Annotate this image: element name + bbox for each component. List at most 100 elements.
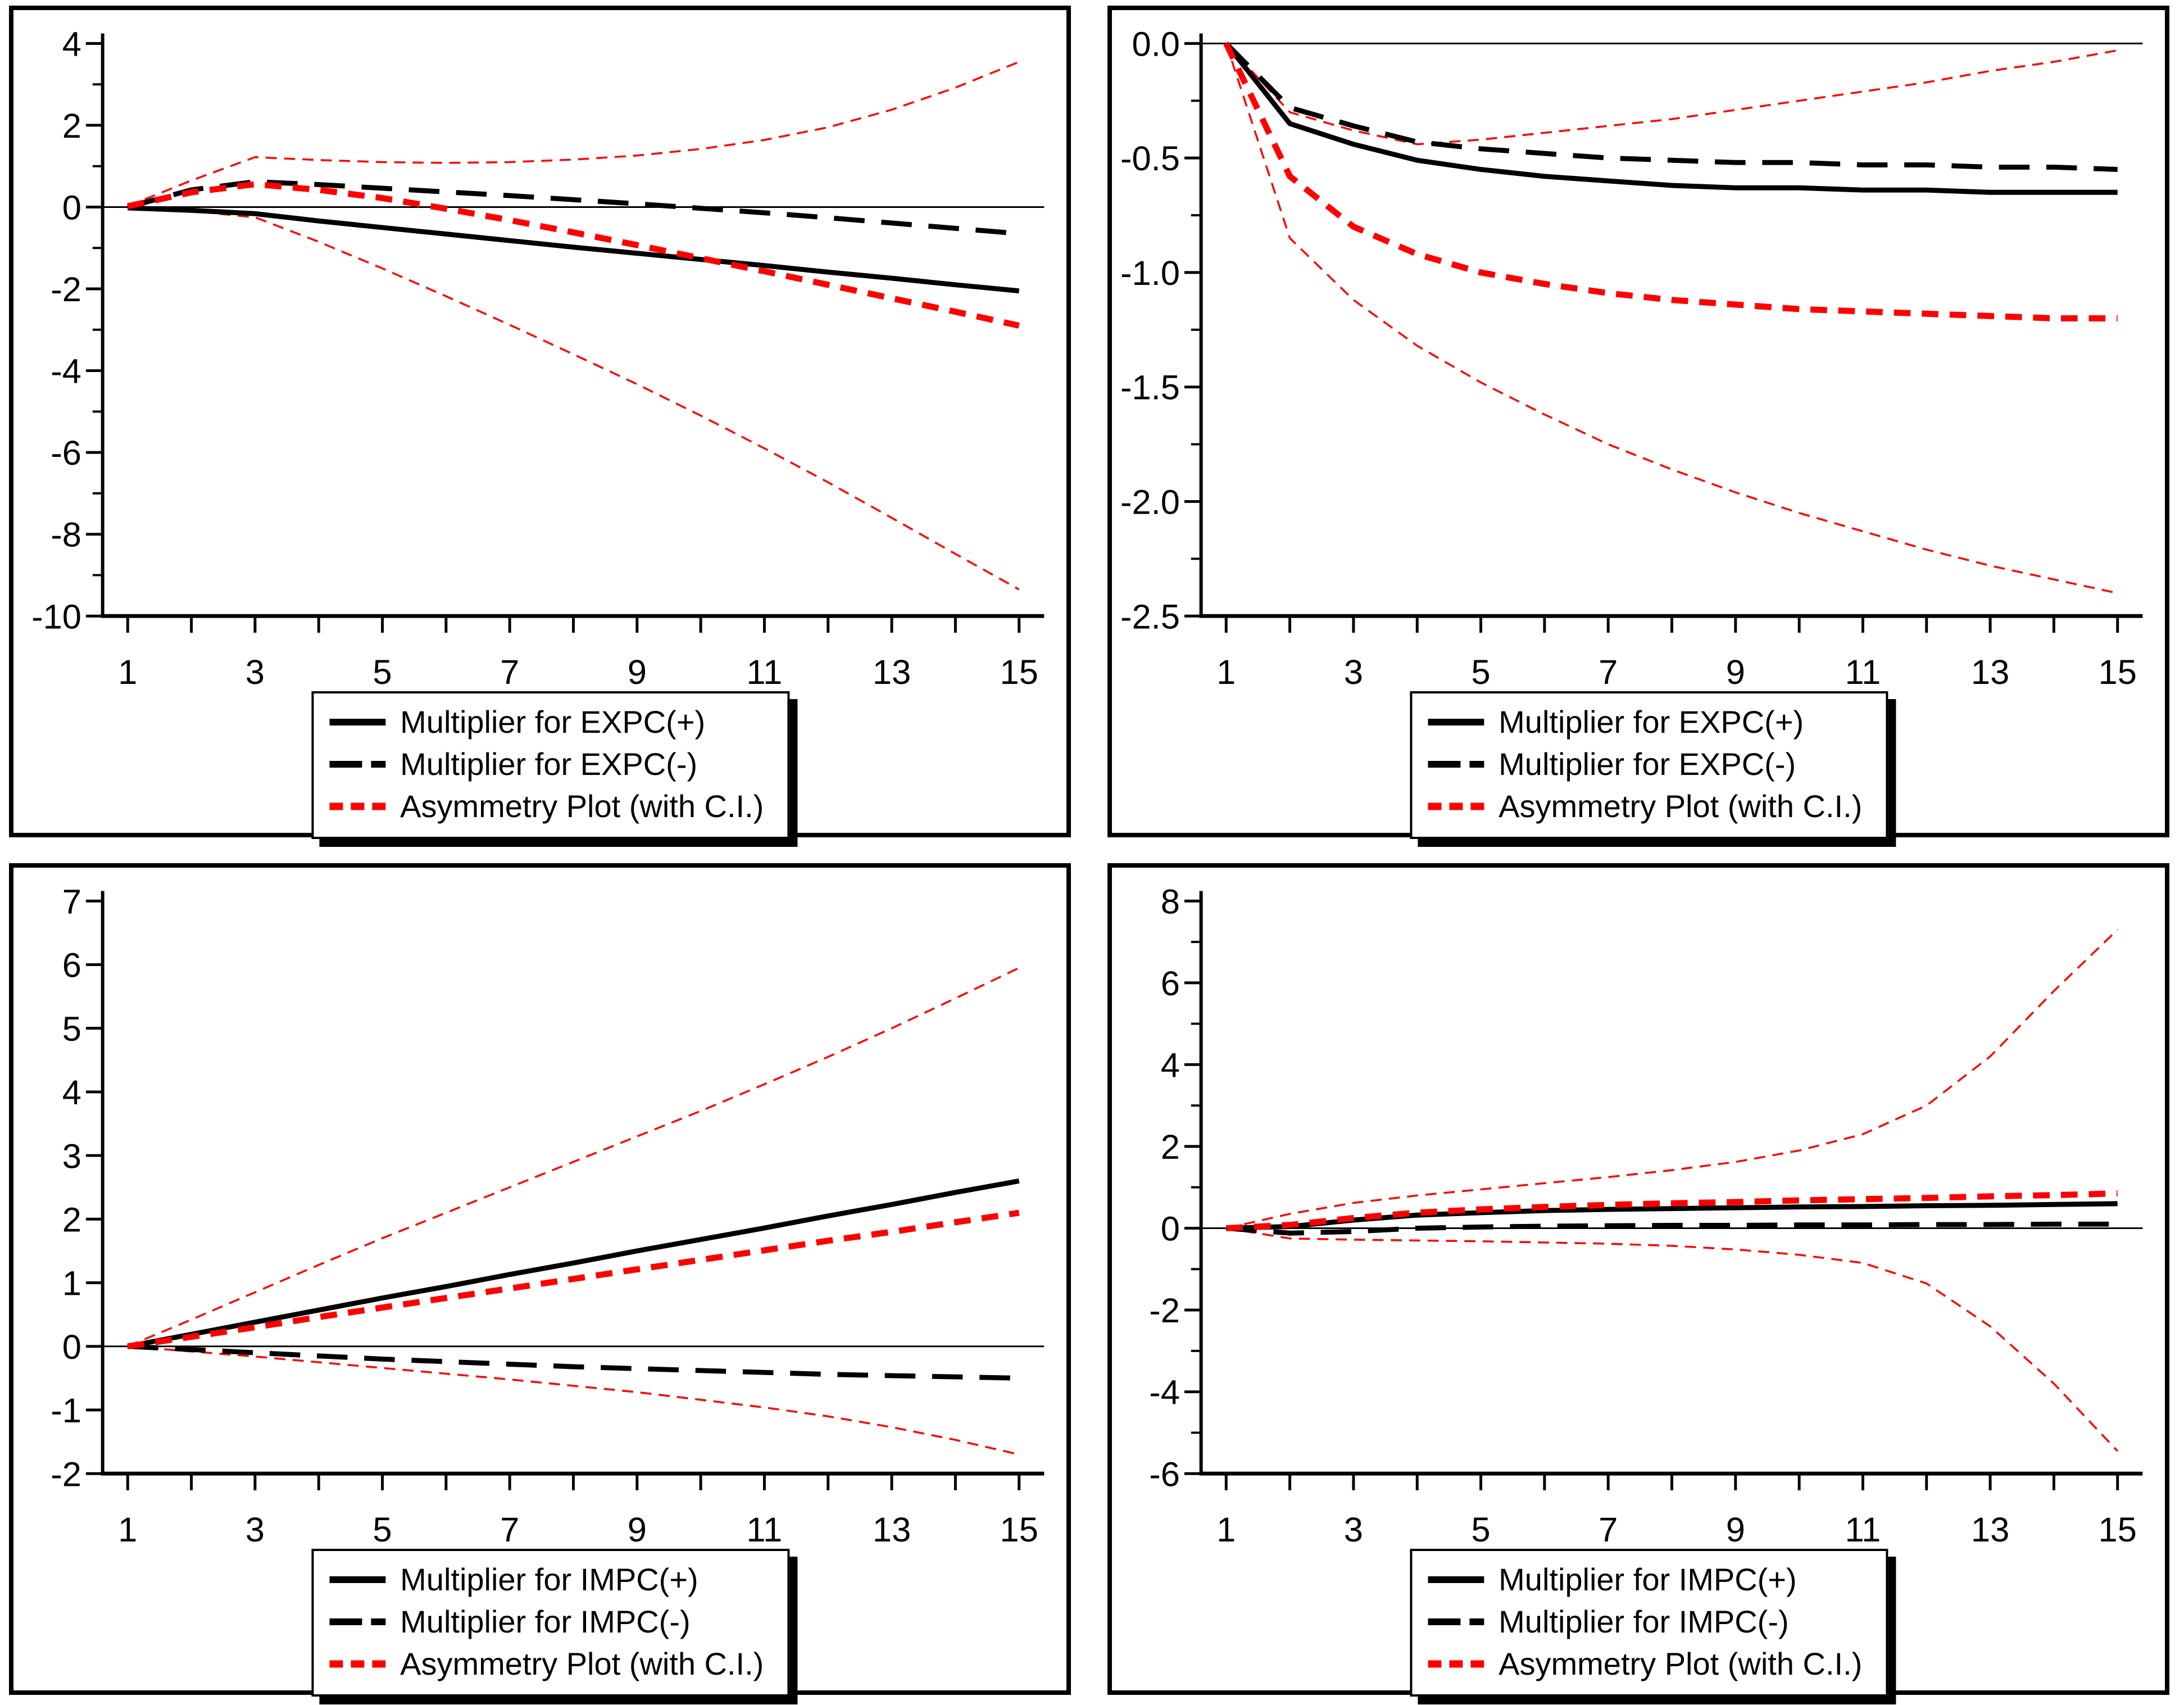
solid-line-sample-icon <box>329 1576 386 1583</box>
y-tick-label: -6 <box>1149 1455 1180 1494</box>
red-dashed-line-sample-icon <box>329 802 386 810</box>
x-tick-label: 13 <box>873 1511 911 1549</box>
x-tick-labels: 1 3 5 7 9 11 13 15 <box>1216 1511 2137 1549</box>
legend-box: Multiplier for EXPC(+) Multiplier for EX… <box>1410 691 1888 839</box>
legend-item: Multiplier for EXPC(+) <box>1428 704 1862 740</box>
legend-label: Asymmetry Plot (with C.I.) <box>1499 1646 1863 1681</box>
legend-item: Multiplier for EXPC(+) <box>329 704 764 740</box>
series-red-dashed <box>1225 1190 2118 1232</box>
chart-panel-impc-level: 7 6 5 4 3 2 1 0 -1 -2 1 3 5 7 9 11 13 15 Multiplier for I… <box>9 863 1071 1697</box>
series-red-thin-dashed <box>127 61 1020 207</box>
legend-item: Multiplier for IMPC(+) <box>329 1561 764 1598</box>
legend-item: Multiplier for IMPC(-) <box>329 1603 764 1640</box>
axes <box>1184 33 2143 633</box>
y-tick-label: -2 <box>1149 1291 1180 1330</box>
y-tick-label: 4 <box>62 1073 81 1112</box>
legend-item: Multiplier for IMPC(+) <box>1428 1561 1862 1598</box>
y-tick-label: 2 <box>1161 1128 1180 1167</box>
x-tick-label: 7 <box>1599 653 1618 692</box>
legend-label: Asymmetry Plot (with C.I.) <box>400 1646 764 1681</box>
x-tick-labels: 1 3 5 7 9 11 13 15 <box>1216 653 2137 692</box>
series-red-thin-dashed <box>1225 1227 2118 1452</box>
y-tick-label: 3 <box>62 1137 81 1176</box>
y-tick-label: -10 <box>31 597 81 636</box>
dashed-line-sample-icon <box>329 1618 386 1625</box>
x-tick-label: 11 <box>1845 653 1881 692</box>
series-red-thin-dashed <box>1225 929 2118 1230</box>
y-tick-label: 6 <box>1161 964 1180 1003</box>
legend-label: Asymmetry Plot (with C.I.) <box>400 788 764 824</box>
series-black-dashed <box>1224 42 2118 172</box>
x-tick-label: 3 <box>1344 1511 1363 1549</box>
legend-label: Multiplier for EXPC(-) <box>1499 746 1796 782</box>
legend-label: Multiplier for IMPC(+) <box>1499 1562 1797 1597</box>
series-black-dashed <box>1225 1221 2118 1236</box>
x-tick-label: 13 <box>873 653 911 692</box>
expc-level-plot: 420-2-4-6-8-101 3 5 7 9 11 13 15 <box>31 25 1045 692</box>
expc-cumulative-plot: 0.0-0.5-1.0-1.5-2.0-2.51 3 5 7 9 11 13 15 <box>1120 25 2143 692</box>
y-tick-labels: 4 2 0 -2 -4 -6 -8 -10 <box>31 25 81 636</box>
x-tick-label: 3 <box>246 653 265 692</box>
x-tick-label: 7 <box>500 1511 519 1549</box>
y-tick-label: -1.5 <box>1120 369 1180 407</box>
y-tick-label: 4 <box>62 25 81 64</box>
x-tick-label: 9 <box>628 653 647 692</box>
solid-line-sample-icon <box>329 718 386 725</box>
x-tick-label: 11 <box>747 653 783 692</box>
legend-item: Asymmetry Plot (with C.I.) <box>1428 788 1862 824</box>
legend-label: Multiplier for IMPC(-) <box>1499 1604 1789 1639</box>
series-red-dashed <box>127 181 1020 329</box>
legend-item: Asymmetry Plot (with C.I.) <box>329 1645 764 1682</box>
dashed-line-sample-icon <box>1428 1618 1484 1625</box>
dashed-line-sample-icon <box>1428 760 1484 768</box>
y-tick-label: -4 <box>1149 1373 1180 1412</box>
y-tick-labels: 0.0 -0.5 -1.0 -1.5 -2.0 -2.5 <box>1120 25 1180 636</box>
x-tick-label: 5 <box>373 653 392 692</box>
series-red-thin-dashed <box>128 1345 1020 1455</box>
y-tick-label: -2 <box>51 1455 81 1494</box>
legend-box: Multiplier for EXPC(+) Multiplier for EX… <box>311 691 790 839</box>
x-tick-label: 5 <box>1471 1511 1490 1549</box>
y-tick-label: -8 <box>51 516 81 555</box>
x-tick-label: 11 <box>1845 1511 1881 1549</box>
legend-label: Multiplier for EXPC(+) <box>400 704 706 740</box>
x-tick-label: 5 <box>373 1511 392 1549</box>
legend-box: Multiplier for IMPC(+) Multiplier for IM… <box>311 1549 790 1697</box>
chart-panel-impc-cumulative: 8 6 4 2 0 -2 -4 -6 1 3 5 7 9 11 13 15 Multiplier for IM… <box>1107 863 2169 1697</box>
dashed-line-sample-icon <box>329 760 386 768</box>
y-tick-label: -1.0 <box>1120 254 1180 293</box>
red-dashed-line-sample-icon <box>1428 802 1484 810</box>
x-tick-label: 1 <box>1216 653 1236 692</box>
red-dashed-line-sample-icon <box>329 1660 386 1667</box>
x-tick-label: 9 <box>628 1511 647 1549</box>
legend-label: Multiplier for EXPC(+) <box>1499 704 1804 740</box>
x-tick-labels: 1 3 5 7 9 11 13 15 <box>118 653 1038 692</box>
axes <box>1184 891 2143 1490</box>
x-tick-label: 3 <box>1344 653 1363 692</box>
y-tick-label: 6 <box>62 946 81 985</box>
series-black-dashed <box>127 179 1020 237</box>
y-tick-label: -2 <box>51 270 81 309</box>
y-tick-labels: 8 6 4 2 0 -2 -4 -6 <box>1149 882 1180 1494</box>
legend-label: Multiplier for IMPC(+) <box>400 1562 698 1597</box>
y-tick-label: -2.0 <box>1120 483 1180 522</box>
y-tick-label: -4 <box>51 352 81 391</box>
legend-item: Multiplier for IMPC(-) <box>1428 1603 1862 1640</box>
x-tick-label: 15 <box>2099 653 2137 692</box>
y-tick-label: 8 <box>1161 882 1180 921</box>
x-tick-labels: 1 3 5 7 9 11 13 15 <box>118 1511 1038 1549</box>
y-tick-label: -2.5 <box>1120 597 1180 636</box>
series-red-thin-dashed <box>127 967 1020 1348</box>
y-tick-label: 2 <box>62 1201 81 1240</box>
y-tick-label: -0.5 <box>1120 139 1180 178</box>
red-dashed-line-sample-icon <box>1428 1660 1484 1667</box>
y-tick-label: 7 <box>62 882 81 921</box>
legend-label: Multiplier for IMPC(-) <box>400 1604 691 1639</box>
y-tick-label: -6 <box>51 434 81 473</box>
y-tick-label: 5 <box>62 1010 81 1049</box>
y-tick-label: 0 <box>1161 1210 1180 1249</box>
series-black-solid <box>128 205 1020 294</box>
